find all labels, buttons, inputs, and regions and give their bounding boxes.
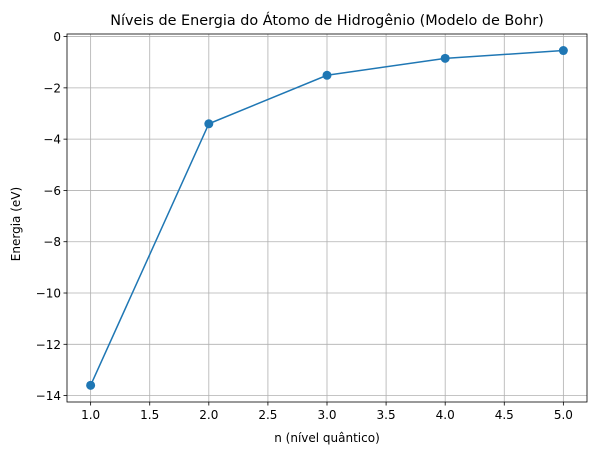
series-energy (86, 46, 568, 390)
y-tick-label: −2 (43, 81, 61, 95)
x-tick-label: 1.0 (81, 408, 100, 422)
x-tick-label: 5.0 (554, 408, 573, 422)
x-tick-label: 1.5 (140, 408, 159, 422)
y-tick-label: −4 (43, 133, 61, 147)
y-tick-label: 0 (53, 30, 61, 44)
data-point (558, 46, 568, 56)
axes: 1.0 1.5 2.0 2.5 3.0 3.5 4.0 4.5 5.0 −14 −12 −10 −8 −6… (36, 30, 588, 422)
x-tick-label: 4.0 (436, 408, 455, 422)
x-tick-label: 3.0 (317, 408, 336, 422)
y-tick-label: −12 (36, 338, 61, 352)
data-point (204, 119, 214, 129)
y-tick-label: −14 (36, 389, 61, 403)
data-point (440, 53, 450, 63)
x-tick-label: 3.5 (377, 408, 396, 422)
y-tick-label: −6 (43, 184, 61, 198)
x-tick-label: 2.0 (199, 408, 218, 422)
chart-title: Níveis de Energia do Átomo de Hidrogênio… (110, 12, 543, 29)
x-tick-label: 4.5 (495, 408, 514, 422)
y-axis-title: Energia (eV) (9, 187, 23, 261)
y-tick-label: −10 (36, 287, 61, 301)
x-axis-title: n (nível quântico) (274, 431, 380, 445)
x-tick-label: 2.5 (258, 408, 277, 422)
plot-frame (66, 33, 588, 403)
data-point (86, 380, 96, 390)
grid-lines (67, 34, 587, 402)
y-tick-label: −8 (43, 235, 61, 249)
data-point (322, 70, 332, 80)
